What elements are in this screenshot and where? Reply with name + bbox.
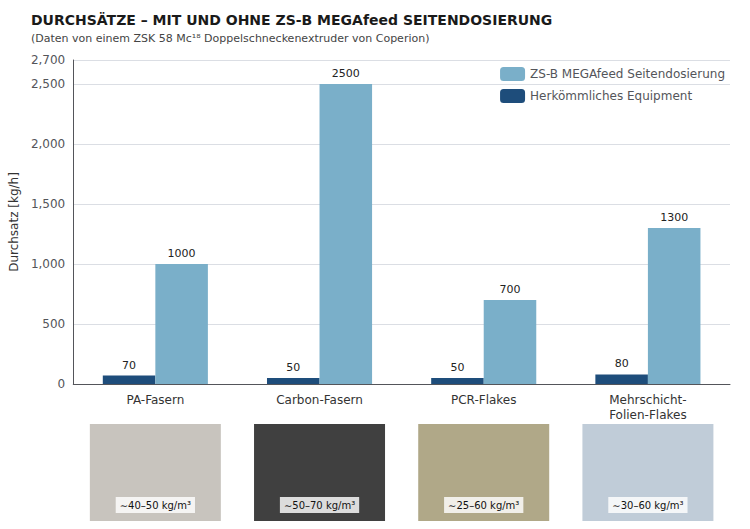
svg-text:Folien-Flakes: Folien-Flakes [609, 408, 687, 422]
svg-text:Mehrschicht-: Mehrschicht- [609, 393, 686, 407]
svg-text:1,500: 1,500 [31, 197, 65, 211]
svg-text:PA-Fasern: PA-Fasern [126, 393, 184, 407]
svg-text:0: 0 [58, 377, 66, 391]
svg-text:DURCHSÄTZE – MIT UND OHNE ZS-B: DURCHSÄTZE – MIT UND OHNE ZS-B MEGAfeed … [31, 12, 552, 28]
svg-text:700: 700 [499, 283, 520, 296]
svg-text:500: 500 [42, 317, 65, 331]
svg-text:Carbon-Fasern: Carbon-Fasern [276, 393, 363, 407]
svg-text:Durchsatz [kg/h]: Durchsatz [kg/h] [7, 172, 21, 272]
svg-text:80: 80 [615, 357, 629, 370]
svg-text:∼25–60 kg/m³: ∼25–60 kg/m³ [448, 500, 519, 511]
svg-text:ZS-B MEGAfeed Seitendosierung: ZS-B MEGAfeed Seitendosierung [530, 67, 725, 81]
svg-text:(Daten von einem ZSK 58 Mc¹⁸ D: (Daten von einem ZSK 58 Mc¹⁸ Doppelschne… [31, 32, 429, 45]
svg-text:2500: 2500 [332, 67, 360, 80]
svg-text:70: 70 [122, 359, 136, 372]
svg-text:∼30–60 kg/m³: ∼30–60 kg/m³ [612, 500, 683, 511]
svg-text:1000: 1000 [168, 247, 196, 260]
svg-text:2,000: 2,000 [31, 137, 65, 151]
svg-text:2,700: 2,700 [31, 53, 65, 67]
svg-text:2,500: 2,500 [31, 77, 65, 91]
svg-text:PCR-Flakes: PCR-Flakes [451, 393, 517, 407]
svg-text:1300: 1300 [660, 211, 688, 224]
svg-text:∼40–50 kg/m³: ∼40–50 kg/m³ [120, 500, 191, 511]
svg-text:∼50–70 kg/m³: ∼50–70 kg/m³ [284, 500, 355, 511]
svg-text:50: 50 [450, 361, 464, 374]
svg-text:1,000: 1,000 [31, 257, 65, 271]
svg-text:Herkömmliches Equipment: Herkömmliches Equipment [530, 89, 692, 103]
svg-text:50: 50 [286, 361, 300, 374]
